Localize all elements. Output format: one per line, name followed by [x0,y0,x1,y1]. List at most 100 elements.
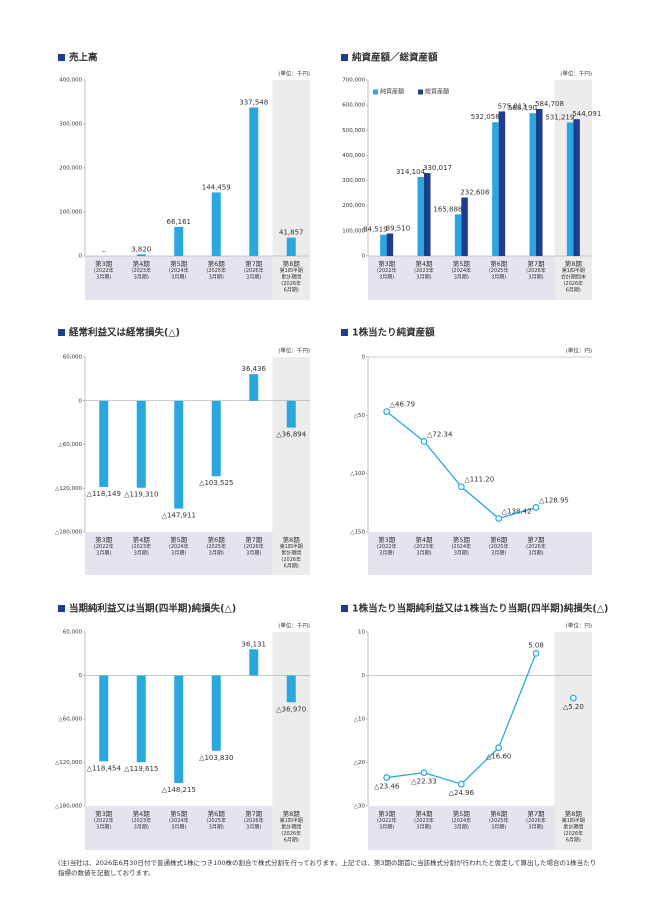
y-tick-label: △10 [354,717,366,723]
chart-title: 1株当たり純資産額 [352,327,435,339]
x-tick-label: 3月期) [96,551,111,557]
x-tick-label: 第5期 [453,259,471,268]
y-tick-label: 60,000 [63,355,83,361]
x-tick-label: 第8期 [283,535,301,544]
bar [136,400,146,488]
bar [249,649,259,676]
bar [573,119,580,256]
value-label: 144,459 [202,183,231,191]
x-tick-label: 3月期) [416,825,431,831]
x-tick-label: 3月期) [171,275,186,281]
y-tick-label: 0 [79,673,83,679]
title-marker [341,329,348,336]
x-tick-label: 第5期 [170,259,188,268]
bar [99,400,109,487]
bar [380,234,387,256]
x-tick-label: 3月期) [416,551,431,557]
value-label: △119,310 [124,491,158,499]
x-tick-label: (2024年 [451,267,471,274]
x-tick-label: 3月期) [491,275,506,281]
value-label: 544,091 [572,110,601,118]
x-tick-label: 第3期 [95,259,113,268]
unit: (単位：千円) [278,347,310,355]
highlight-band [272,357,310,575]
value-label: △128.95 [539,496,569,504]
x-tick-label: (2022年 [377,817,397,824]
y-tick-label: 300,000 [59,122,82,128]
line [386,411,537,520]
bar [492,122,499,256]
legend-label: 総資産額 [425,88,449,96]
y-tick-label: 200,000 [342,203,365,209]
value-label: △103,830 [199,754,233,762]
bar [174,400,184,509]
x-tick-label: 第4期 [133,809,151,818]
x-tick-label: 6月期) [284,838,299,844]
value-label: 575,013 [498,102,527,110]
x-tick-label: 第1四半期 [280,267,303,274]
x-tick-label: 第7期 [527,809,545,818]
y-tick-label: △180,000 [55,804,82,810]
x-tick-label: 第5期 [170,809,188,818]
x-tick-label: 累計期間 [563,824,583,831]
y-tick-label: 0 [362,673,366,679]
x-tick-label: 6月期) [566,288,581,294]
bar [417,177,424,256]
line [386,653,537,785]
point [420,769,428,777]
y-tick-label: △150 [350,530,365,536]
value-label: 330,017 [423,164,452,172]
x-tick-label: (2026年 [244,267,264,274]
point [532,650,540,657]
x-tick-label: (2025年 [206,543,226,550]
category-band [368,532,592,575]
unit: (単位：千円) [278,70,310,78]
x-tick-label: 3月期) [134,551,149,557]
value-label: △138.42 [502,507,532,515]
bar [286,675,296,703]
value-label: △5.20 [563,703,584,711]
chart-title: 1株当たり当期純利益又は1株当たり当期(四半期)純損失(△) [352,603,608,615]
x-tick-label: 3月期) [209,275,224,281]
point [457,780,465,788]
x-tick-label: (2026年 [244,817,264,824]
unit: (単位：千円) [278,622,310,630]
value-label: △23.46 [374,783,400,791]
value-label: 532,058 [471,113,500,121]
x-tick-label: 3月期) [491,551,506,557]
x-tick-label: 第6期 [490,809,508,818]
y-tick-label: 600,000 [342,103,365,109]
x-tick-label: (2026年 [526,267,546,274]
x-tick-label: (2023年 [414,267,434,274]
bar [211,675,221,751]
bar [461,197,468,256]
x-tick-label: 第1四半期 [562,817,585,824]
x-tick-label: 3月期) [134,275,149,281]
value-label: △46.79 [390,401,415,409]
highlight-band [272,80,310,300]
x-tick-label: (2026年 [244,543,264,550]
x-tick-label: 3月期) [171,825,186,831]
value-label: 41,857 [279,229,304,237]
y-tick-label: 0 [79,398,83,404]
legend-swatch [373,89,378,95]
value-label: 314,104 [396,168,425,176]
y-tick-label: 100,000 [59,210,82,216]
y-tick-label: △180,000 [55,530,82,536]
x-tick-label: (2025年 [206,817,226,824]
chart-title: 当期純利益又は当期(四半期)純損失(△) [69,603,236,615]
y-tick-label: △60,000 [59,442,83,448]
value-label: 5.08 [528,641,544,649]
title-marker [341,605,348,612]
x-tick-label: 累計期間 [281,274,301,281]
x-tick-label: 3月期) [209,825,224,831]
x-tick-label: (2026年 [281,830,301,837]
x-tick-label: (2023年 [414,543,434,550]
y-tick-label: 200,000 [59,166,82,172]
bar [136,675,146,763]
y-tick-label: 700,000 [342,78,365,84]
bar [286,237,296,256]
point [457,483,465,491]
unit: (単位：円) [566,622,592,630]
title-marker [341,54,348,61]
